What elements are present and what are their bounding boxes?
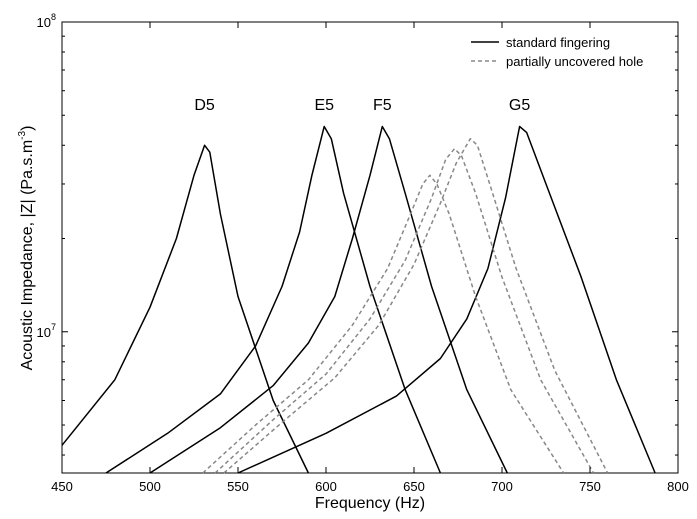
x-tick-label: 500 bbox=[139, 479, 161, 494]
peak-label-g5: G5 bbox=[509, 97, 530, 114]
plot-frame bbox=[61, 21, 679, 474]
series-line-d5 bbox=[61, 144, 310, 474]
y-tick-base: 10 bbox=[37, 15, 51, 30]
peak-label-d5: D5 bbox=[194, 97, 215, 114]
series-line-partial-5 bbox=[214, 147, 595, 474]
series-line-f5 bbox=[149, 125, 508, 474]
x-tick-label: 650 bbox=[403, 479, 425, 494]
series-line-g5 bbox=[237, 125, 656, 474]
x-tick-label: 450 bbox=[51, 479, 73, 494]
x-axis-title: Frequency (Hz) bbox=[315, 495, 425, 512]
peak-label-f5: F5 bbox=[373, 97, 392, 114]
y-tick-base: 10 bbox=[37, 325, 51, 340]
x-tick-label: 700 bbox=[491, 479, 513, 494]
y-tick-exponent: 7 bbox=[51, 322, 56, 332]
y-tick-exponent: 8 bbox=[51, 12, 56, 22]
y-tick-label: 107 bbox=[37, 322, 56, 340]
x-tick-label: 800 bbox=[667, 479, 689, 494]
x-tick-label: 550 bbox=[227, 479, 249, 494]
y-axis-title-close: ) bbox=[19, 126, 36, 131]
peak-label-e5: E5 bbox=[314, 97, 334, 114]
legend-label-standard: standard fingering bbox=[506, 35, 610, 50]
y-axis-title-main: Acoustic Impedance, |Z| (Pa.s.m bbox=[19, 140, 36, 371]
series-layer bbox=[61, 125, 656, 474]
legend: standard fingering partially uncovered h… bbox=[471, 35, 643, 69]
y-tick-label: 108 bbox=[37, 12, 56, 30]
y-axis-title: Acoustic Impedance, |Z| (Pa.s.m-3) bbox=[17, 126, 36, 371]
legend-label-partial: partially uncovered hole bbox=[506, 54, 643, 69]
peak-labels: D5 E5 F5 G5 bbox=[194, 97, 530, 114]
series-line-e5 bbox=[105, 125, 442, 474]
x-ticks: 450 500 550 600 650 700 750 800 bbox=[51, 22, 689, 494]
x-tick-label: 750 bbox=[579, 479, 601, 494]
series-line-partial-6 bbox=[223, 137, 609, 474]
x-tick-label: 600 bbox=[315, 479, 337, 494]
y-axis-title-exponent: -3 bbox=[17, 130, 28, 139]
series-line-partial-4 bbox=[202, 174, 565, 474]
